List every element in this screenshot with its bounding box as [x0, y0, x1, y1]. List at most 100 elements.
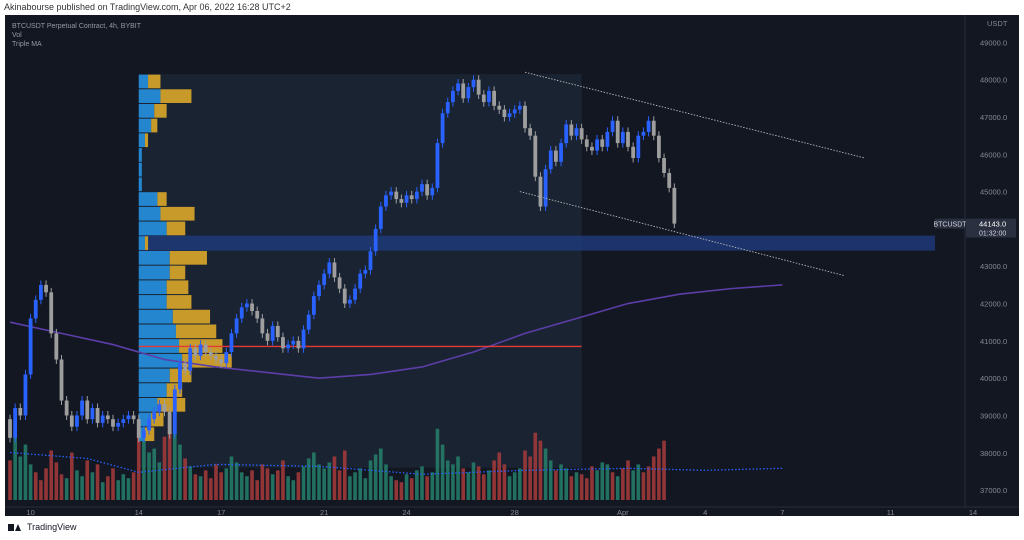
volume-bar [559, 464, 563, 500]
candle-body [615, 120, 620, 144]
candle-body [533, 135, 538, 177]
volume-bar [59, 474, 64, 500]
candle-body [420, 184, 424, 192]
candle-body [620, 131, 625, 144]
volume-bar [33, 472, 38, 500]
y-tick-label: 38000.0 [980, 449, 1007, 458]
volume-bar [173, 412, 177, 500]
volume-bar [8, 460, 12, 500]
volume-bar [106, 476, 110, 500]
profile-bar-down [172, 309, 211, 324]
profile-bar-down [148, 74, 161, 89]
candle-body [451, 90, 455, 103]
volume-bar [270, 474, 275, 500]
candle-body [476, 79, 481, 95]
volume-bar [523, 450, 527, 500]
candle-body [435, 143, 440, 188]
profile-bar-up [138, 89, 161, 103]
volume-bar [90, 472, 95, 500]
candle-body [54, 333, 59, 360]
volume-bar [579, 474, 584, 500]
candle-body [384, 195, 388, 207]
volume-bar [404, 474, 409, 500]
y-tick-label: 40000.0 [980, 374, 1007, 383]
volume-bar [116, 480, 120, 500]
volume-bar [214, 464, 218, 500]
x-tick-label: 14 [135, 508, 143, 516]
candle-body [543, 169, 548, 207]
chart-frame[interactable]: 37000.0 38000.0 39000.0 40000.0 41000.0 42000… [5, 15, 1019, 516]
candle-body [105, 415, 110, 420]
candle-body [517, 105, 522, 110]
candle-body [559, 143, 563, 162]
volume-bar [425, 476, 429, 500]
candle-body [18, 408, 23, 416]
candle-body [39, 284, 43, 300]
legend-symbol[interactable]: BTCUSDT Perpetual Contract, 4h, BYBIT [12, 23, 142, 30]
profile-bar-down [144, 427, 155, 442]
volume-bar [399, 482, 404, 500]
volume-bar [332, 456, 337, 500]
candle-body [440, 113, 445, 144]
chart-canvas[interactable]: 37000.0 38000.0 39000.0 40000.0 41000.0 42000… [5, 15, 1019, 516]
volume-bar [209, 478, 213, 500]
volume-bar [636, 464, 641, 500]
x-tick-label: 28 [511, 508, 519, 516]
volume-bar [651, 456, 656, 500]
volume-bar [224, 468, 229, 500]
profile-bar-down [151, 118, 158, 133]
volume-bar [585, 478, 589, 500]
candle-body [528, 128, 533, 136]
volume-bar [615, 476, 620, 500]
candle-body [641, 131, 646, 136]
candle-body [554, 150, 558, 162]
profile-bar-down [157, 397, 186, 412]
legend-moving-average[interactable]: Triple MA [12, 41, 42, 48]
y-tick-label: 42000.0 [980, 300, 1007, 309]
volume-bar [291, 480, 296, 500]
volume-bar [219, 472, 223, 500]
candle-body [121, 419, 126, 423]
legend-volume[interactable]: Vol [12, 32, 22, 39]
candle-body [512, 109, 517, 114]
candle-body [358, 273, 363, 289]
volume-bar [564, 468, 568, 500]
candle-body [44, 284, 48, 293]
candle-body [523, 105, 527, 129]
volume-bar [595, 470, 599, 500]
volume-bar [312, 452, 316, 500]
y-tick-label: 48000.0 [980, 76, 1007, 85]
candle-body [208, 352, 213, 356]
candle-body [322, 273, 327, 285]
volume-bar [255, 480, 259, 500]
x-tick-label: 4 [703, 508, 707, 516]
profile-bar-up [138, 206, 161, 221]
candle-body [610, 120, 615, 132]
profile-bar-down [166, 295, 192, 309]
candle-body [219, 359, 224, 364]
footer-brand[interactable]: TradingView [27, 522, 77, 532]
volume-bar [389, 476, 393, 500]
candle-body [142, 430, 146, 438]
volume-bar [435, 428, 440, 500]
volume-bar [528, 456, 532, 500]
candle-body [404, 195, 409, 203]
candle-body [445, 102, 450, 114]
candle-body [286, 344, 290, 349]
volume-bar [162, 436, 167, 500]
y-tick-label: 43000.0 [980, 262, 1007, 271]
profile-bar-up [138, 103, 155, 118]
candle-body [353, 288, 357, 300]
volume-bar [440, 444, 445, 500]
y-tick-label: 41000.0 [980, 337, 1007, 346]
volume-bar [430, 472, 435, 500]
volume-bar [461, 468, 465, 500]
candle-body [672, 187, 677, 224]
symbol-tag-bg [935, 218, 965, 229]
profile-bar-down [160, 89, 192, 103]
candle-body [646, 120, 651, 132]
volume-bar [631, 470, 635, 500]
profile-bar-down [166, 221, 186, 236]
candle-body [95, 408, 100, 423]
volume-bar [229, 456, 234, 500]
